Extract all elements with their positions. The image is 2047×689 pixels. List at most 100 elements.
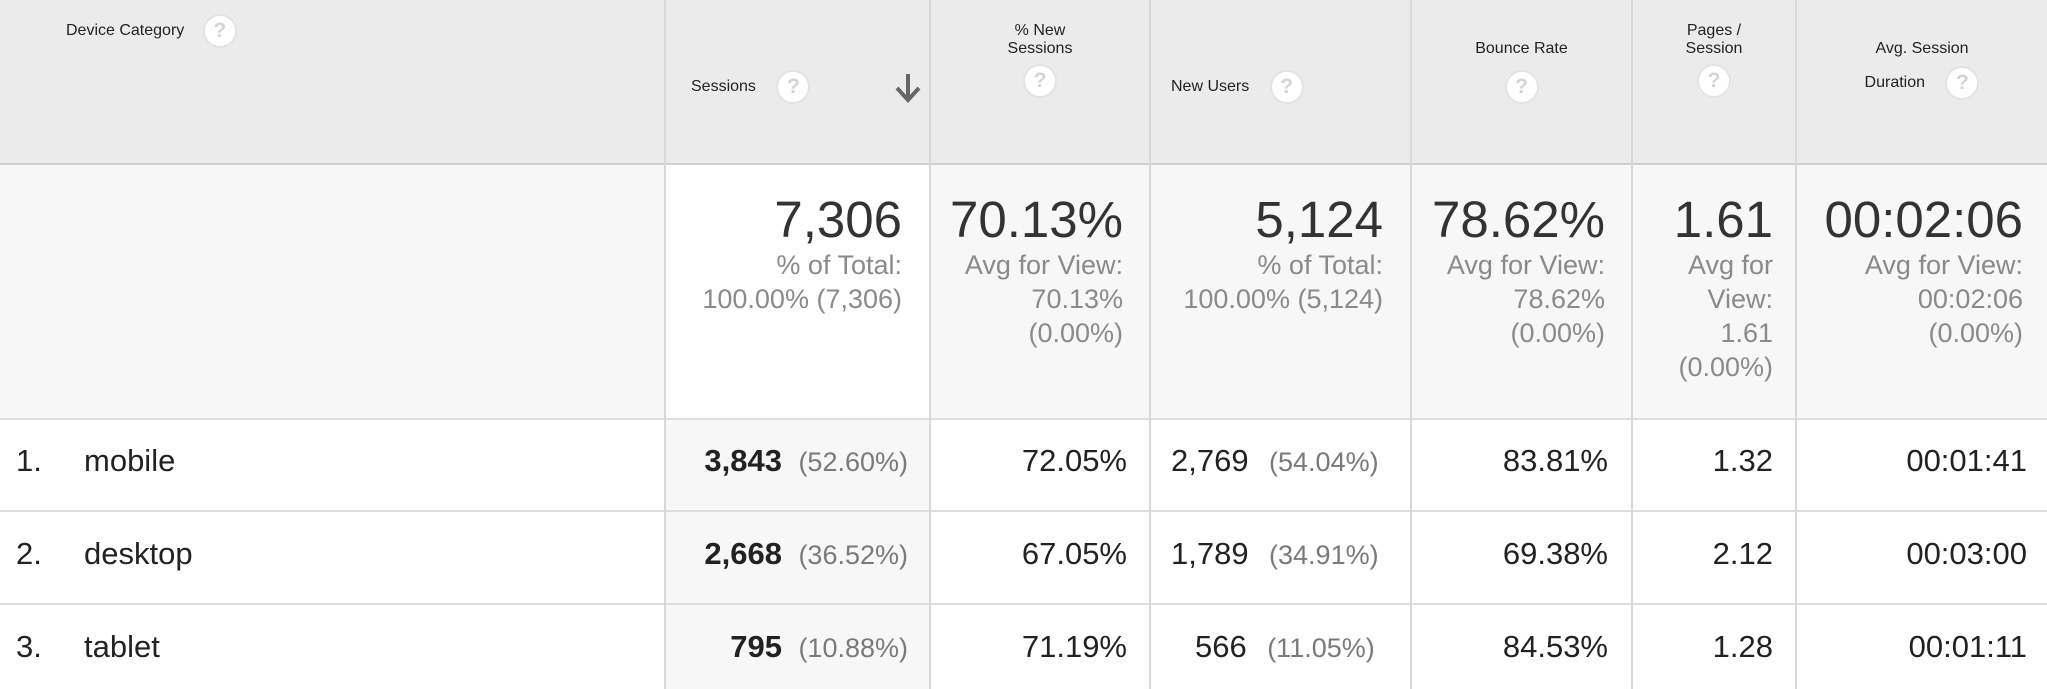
column-divider [929, 0, 931, 689]
new-users-percent: (54.04%) [1269, 447, 1379, 477]
pages-session-cell: 1.32 [1712, 443, 1773, 478]
pages-session-cell: 1.28 [1712, 629, 1773, 664]
row-index: 1. [16, 443, 42, 478]
total-sub: 1.61 [1720, 318, 1773, 348]
total-sub: 78.62% [1513, 284, 1605, 314]
sort-descending-icon[interactable] [892, 70, 924, 104]
header-pages-session[interactable]: Pages / Session ? [1633, 22, 1795, 98]
total-avg-session-duration: 00:02:06 Avg for View: 00:02:06 (0.00%) [1797, 192, 2023, 350]
total-sub: 100.00% (7,306) [702, 284, 902, 314]
header-label: Session [1685, 40, 1743, 57]
total-sub: % of Total: [776, 250, 902, 280]
header-label: % New [1014, 22, 1066, 39]
header-device-category[interactable]: Device Category ? [66, 14, 237, 48]
total-sub: 100.00% (5,124) [1183, 284, 1383, 314]
bounce-rate-cell: 83.81% [1502, 443, 1608, 478]
total-sub: (0.00%) [1510, 318, 1605, 348]
column-divider [664, 0, 666, 689]
header-label: Duration [1864, 74, 1926, 92]
sessions-cell: 3,843 (52.60%) [666, 443, 908, 479]
header-sessions[interactable]: Sessions ? [691, 70, 926, 104]
device-link[interactable]: desktop [84, 536, 193, 571]
total-new-users: 5,124 % of Total: 100.00% (5,124) [1151, 192, 1383, 316]
total-sessions: 7,306 % of Total: 100.00% (7,306) [666, 192, 902, 316]
help-icon[interactable]: ? [776, 70, 811, 104]
column-divider [1410, 0, 1412, 689]
header-avg-session-duration[interactable]: Avg. Session Duration ? [1797, 40, 2047, 100]
total-sub: 00:02:06 [1917, 284, 2023, 314]
column-divider [1795, 0, 1797, 689]
totals-row [0, 165, 2047, 420]
total-sub: Avg for View: [1446, 250, 1605, 280]
row-index: 2. [16, 536, 42, 571]
help-icon[interactable]: ? [1945, 66, 1980, 100]
sessions-cell: 795 (10.88%) [666, 629, 908, 665]
column-divider [1149, 0, 1151, 689]
total-sub: (0.00%) [1928, 318, 2023, 348]
new-users-cell: 1,789 (34.91%) [1171, 536, 1407, 572]
header-label: Avg. Session [1875, 40, 1969, 57]
help-icon[interactable]: ? [202, 14, 237, 48]
sessions-value: 795 [730, 629, 782, 664]
total-sub: Avg for View: [1864, 250, 2023, 280]
total-sub: 70.13% [1031, 284, 1123, 314]
avg-duration-cell: 00:03:00 [1906, 536, 2027, 571]
row-divider [0, 603, 2047, 605]
bounce-rate-cell: 69.38% [1502, 536, 1608, 571]
total-value: 5,124 [1255, 191, 1383, 248]
total-bounce-rate: 78.62% Avg for View: 78.62% (0.00%) [1412, 192, 1605, 350]
new-users-percent: (11.05%) [1267, 633, 1375, 663]
sessions-percent: (36.52%) [798, 540, 908, 570]
new-sessions-cell: 71.19% [1021, 629, 1127, 664]
total-sub: Avg for View: [964, 250, 1123, 280]
new-users-value: 566 [1195, 629, 1247, 664]
sessions-cell: 2,668 (36.52%) [666, 536, 908, 572]
row-index: 3. [16, 629, 42, 664]
new-users-value: 1,789 [1171, 536, 1249, 571]
total-sub: (0.00%) [1678, 352, 1773, 382]
help-icon[interactable]: ? [1269, 70, 1304, 104]
new-sessions-cell: 67.05% [1021, 536, 1127, 571]
total-value: 00:02:06 [1824, 191, 2023, 248]
avg-duration-cell: 00:01:11 [1908, 629, 2027, 664]
total-sub: % of Total: [1257, 250, 1383, 280]
new-users-value: 2,769 [1171, 443, 1249, 478]
sessions-column-shade [666, 420, 930, 689]
sessions-value: 2,668 [704, 536, 782, 571]
total-value: 78.62% [1432, 191, 1605, 248]
new-sessions-cell: 72.05% [1021, 443, 1127, 478]
help-icon[interactable]: ? [1697, 64, 1731, 98]
pages-session-cell: 2.12 [1712, 536, 1773, 571]
header-label: Bounce Rate [1475, 40, 1568, 57]
column-divider [1631, 0, 1633, 689]
row-divider [0, 510, 2047, 512]
new-users-cell: 2,769 (54.04%) [1171, 443, 1407, 479]
total-value: 70.13% [950, 191, 1123, 248]
new-users-percent: (34.91%) [1269, 540, 1379, 570]
device-link[interactable]: tablet [84, 629, 160, 664]
header-new-users[interactable]: New Users ? [1171, 70, 1407, 104]
header-label: Sessions [1007, 40, 1073, 57]
header-label: Pages / [1686, 22, 1742, 39]
avg-duration-cell: 00:01:41 [1906, 443, 2027, 478]
new-users-cell: 566 (11.05%) [1171, 629, 1407, 665]
sessions-percent: (52.60%) [798, 447, 908, 477]
row-divider [0, 418, 2047, 420]
help-icon[interactable]: ? [1023, 64, 1057, 98]
total-value: 7,306 [774, 191, 902, 248]
header-new-sessions[interactable]: % New Sessions ? [931, 22, 1149, 98]
help-icon[interactable]: ? [1504, 70, 1539, 104]
bounce-rate-cell: 84.53% [1502, 629, 1608, 664]
total-sub: View: [1707, 284, 1773, 314]
header-label: New Users [1171, 78, 1250, 96]
sessions-value: 3,843 [704, 443, 782, 478]
total-new-sessions: 70.13% Avg for View: 70.13% (0.00%) [931, 192, 1123, 350]
total-sub: (0.00%) [1028, 318, 1123, 348]
header-bounce-rate[interactable]: Bounce Rate ? [1412, 40, 1631, 104]
sessions-percent: (10.88%) [798, 633, 908, 663]
total-sub: Avg for [1687, 250, 1773, 280]
total-pages-session: 1.61 Avg for View: 1.61 (0.00%) [1633, 192, 1773, 384]
header-label: Device Category [66, 22, 185, 40]
device-link[interactable]: mobile [84, 443, 176, 478]
